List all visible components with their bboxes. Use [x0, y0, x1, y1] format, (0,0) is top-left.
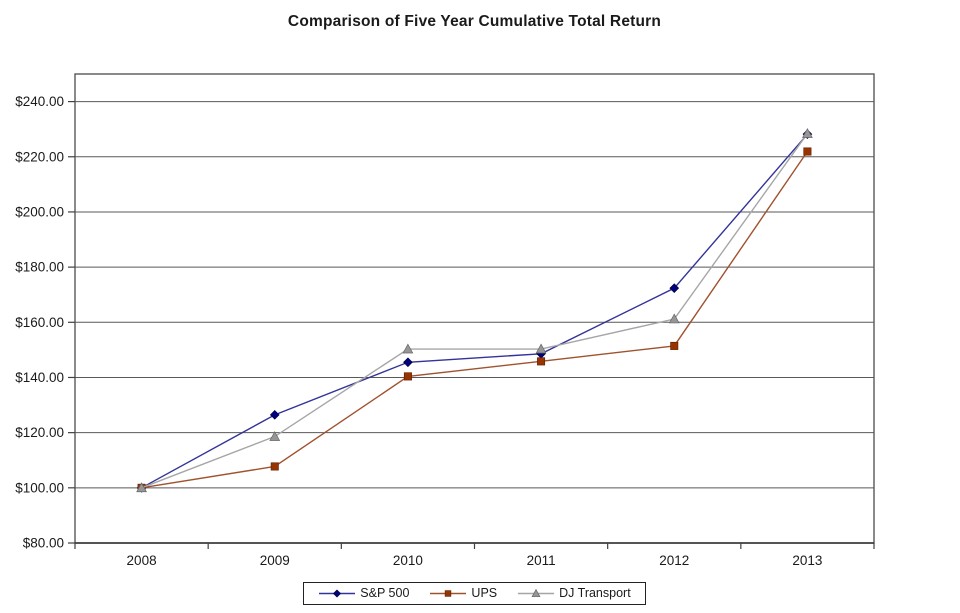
- y-axis-label: $80.00: [23, 536, 64, 551]
- y-axis-label: $180.00: [15, 260, 64, 275]
- data-point-marker: [269, 410, 280, 420]
- legend-label-sp500: S&P 500: [360, 586, 410, 600]
- series-0: [136, 129, 813, 493]
- dj-transport-legend-swatch: [518, 588, 555, 597]
- x-axis-label: 2012: [659, 553, 689, 568]
- series-2: [136, 128, 813, 493]
- data-point-marker: [136, 482, 147, 493]
- legend-item-ups: UPS: [429, 586, 497, 600]
- legend-item-dj-transport: DJ Transport: [517, 586, 631, 600]
- y-axis-label: $100.00: [15, 480, 64, 495]
- x-axis-label: 2009: [260, 553, 290, 568]
- x-axis-label: 2011: [527, 553, 556, 568]
- legend-item-sp500: S&P 500: [318, 586, 409, 600]
- data-point-marker: [445, 589, 452, 597]
- data-point-marker: [402, 343, 414, 354]
- series-line-2: [141, 133, 808, 489]
- x-axis-label: 2008: [127, 553, 157, 568]
- data-point-marker: [668, 313, 680, 324]
- chart-legend: S&P 500 UPS DJ Transport: [303, 582, 646, 605]
- line-chart-canvas: $80.00 $100.00 $120.00 $140.00 $160.00 $180.0…: [15, 73, 875, 568]
- data-point-marker: [535, 343, 547, 354]
- y-axis-label: $140.00: [15, 370, 64, 385]
- y-axis-label: $160.00: [15, 315, 64, 330]
- gridlines: [75, 101, 874, 489]
- data-point-marker: [802, 128, 813, 138]
- y-axis: $80.00 $100.00 $120.00 $140.00 $160.00 $180.0…: [15, 94, 75, 551]
- data-point-marker: [333, 588, 342, 598]
- sp500-legend-swatch: [319, 588, 356, 598]
- chart-title: Comparison of Five Year Cumulative Total…: [287, 13, 662, 30]
- legend-row: S&P 500 UPS DJ Transport: [75, 582, 874, 605]
- data-point-marker: [537, 357, 546, 366]
- y-axis-label: $240.00: [15, 94, 64, 109]
- data-point-marker: [669, 283, 680, 293]
- y-axis-label: $220.00: [15, 149, 64, 164]
- y-axis-label: $200.00: [15, 204, 64, 219]
- legend-label-dj-transport: DJ Transport: [559, 586, 631, 600]
- data-point-marker: [403, 357, 413, 368]
- x-axis-label: 2013: [792, 553, 822, 568]
- ups-legend-swatch: [430, 589, 467, 597]
- x-axis-label: 2010: [393, 553, 423, 568]
- y-axis-label: $120.00: [15, 425, 64, 440]
- data-point-marker: [803, 147, 812, 156]
- data-point-marker: [531, 588, 541, 597]
- series-1: [137, 147, 812, 492]
- data-point-marker: [270, 462, 279, 471]
- data-point-marker: [269, 431, 281, 441]
- x-axis: 2008 2009 2010 2011 2012 2013: [74, 543, 875, 568]
- plot-border: [74, 73, 875, 544]
- data-point-marker: [670, 341, 679, 350]
- series-line-0: [141, 133, 808, 489]
- data-point-marker: [403, 372, 412, 381]
- series-line-1: [141, 151, 808, 489]
- legend-label-ups: UPS: [471, 586, 498, 600]
